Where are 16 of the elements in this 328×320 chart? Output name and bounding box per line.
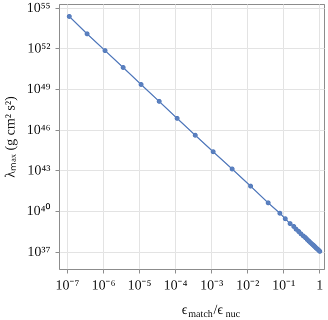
- y-tick-label: 10⁴⁹: [26, 82, 51, 98]
- y-tick-label: 10⁴³: [27, 163, 50, 178]
- y-tick-label: 10⁵⁵: [26, 0, 51, 16]
- y-axis-title: λₘₐₓ (g cm² s²): [4, 96, 19, 178]
- y-tick-label: 10⁵²: [27, 41, 50, 56]
- x-tick-label: 10⁻⁶: [92, 278, 116, 294]
- x-tick-label: 10⁻²: [236, 278, 260, 294]
- x-tick-label: 10⁻⁵: [128, 278, 152, 294]
- y-tick-label: 10⁴⁶: [26, 122, 51, 138]
- y-tick-label: 10³⁷: [27, 244, 51, 260]
- x-tick-label: 10⁻⁴: [164, 278, 188, 294]
- x-tick-label: 10⁻⁷: [56, 278, 80, 294]
- y-tick-label: 10⁴⁰: [26, 203, 51, 220]
- x-tick-label: 1: [316, 278, 324, 294]
- x-tick-label: 10⁻¹: [272, 278, 296, 294]
- x-tick-label: 10⁻³: [200, 278, 224, 294]
